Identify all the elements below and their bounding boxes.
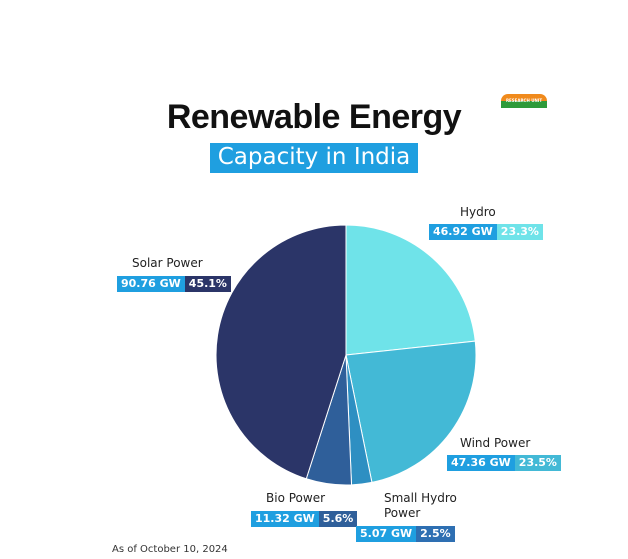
percent-label-wind-power: 23.5% bbox=[514, 455, 561, 471]
chart-subtitle-wrap: Capacity in India bbox=[0, 143, 628, 173]
percent-label-solar-power: 45.1% bbox=[184, 276, 231, 292]
pie-slice-wind-power bbox=[345, 340, 477, 483]
pie-slice-hydro bbox=[345, 224, 476, 356]
badge-small-hydro-power: 5.07 GW 2.5% bbox=[356, 526, 455, 542]
chart-subtitle: Capacity in India bbox=[209, 143, 419, 173]
chart-title: Renewable Energy bbox=[166, 98, 462, 136]
slice-label-wind-power: Wind Power bbox=[460, 436, 531, 450]
badge-wind-power: 47.36 GW 23.5% bbox=[447, 455, 561, 471]
value-label-solar-power: 90.76 GW bbox=[117, 276, 185, 292]
badge-solar-power: 90.76 GW 45.1% bbox=[117, 276, 231, 292]
slice-label-bio-power: Bio Power bbox=[266, 491, 326, 505]
badge-bio-power: 11.32 GW 5.6% bbox=[251, 511, 358, 527]
value-label-bio-power: 11.32 GW bbox=[251, 511, 319, 527]
slice-label-solar-power: Solar Power bbox=[132, 256, 203, 270]
percent-label-small-hydro-power: 2.5% bbox=[416, 526, 455, 542]
slice-label-small-hydro-power: Small Hydro Power bbox=[384, 491, 457, 520]
badge-hydro: 46.92 GW 23.3% bbox=[429, 224, 543, 240]
percent-label-bio-power: 5.6% bbox=[318, 511, 358, 527]
pie-slice-solar-power bbox=[215, 224, 347, 480]
slice-label-hydro: Hydro bbox=[460, 205, 496, 219]
percent-label-hydro: 23.3% bbox=[496, 224, 543, 240]
value-label-small-hydro-power: 5.07 GW bbox=[356, 526, 417, 542]
research-unit-logo: RESEARCH UNIT bbox=[501, 94, 547, 108]
value-label-wind-power: 47.36 GW bbox=[447, 455, 515, 471]
footnote-date: As of October 10, 2024 bbox=[112, 544, 228, 555]
value-label-hydro: 46.92 GW bbox=[429, 224, 497, 240]
